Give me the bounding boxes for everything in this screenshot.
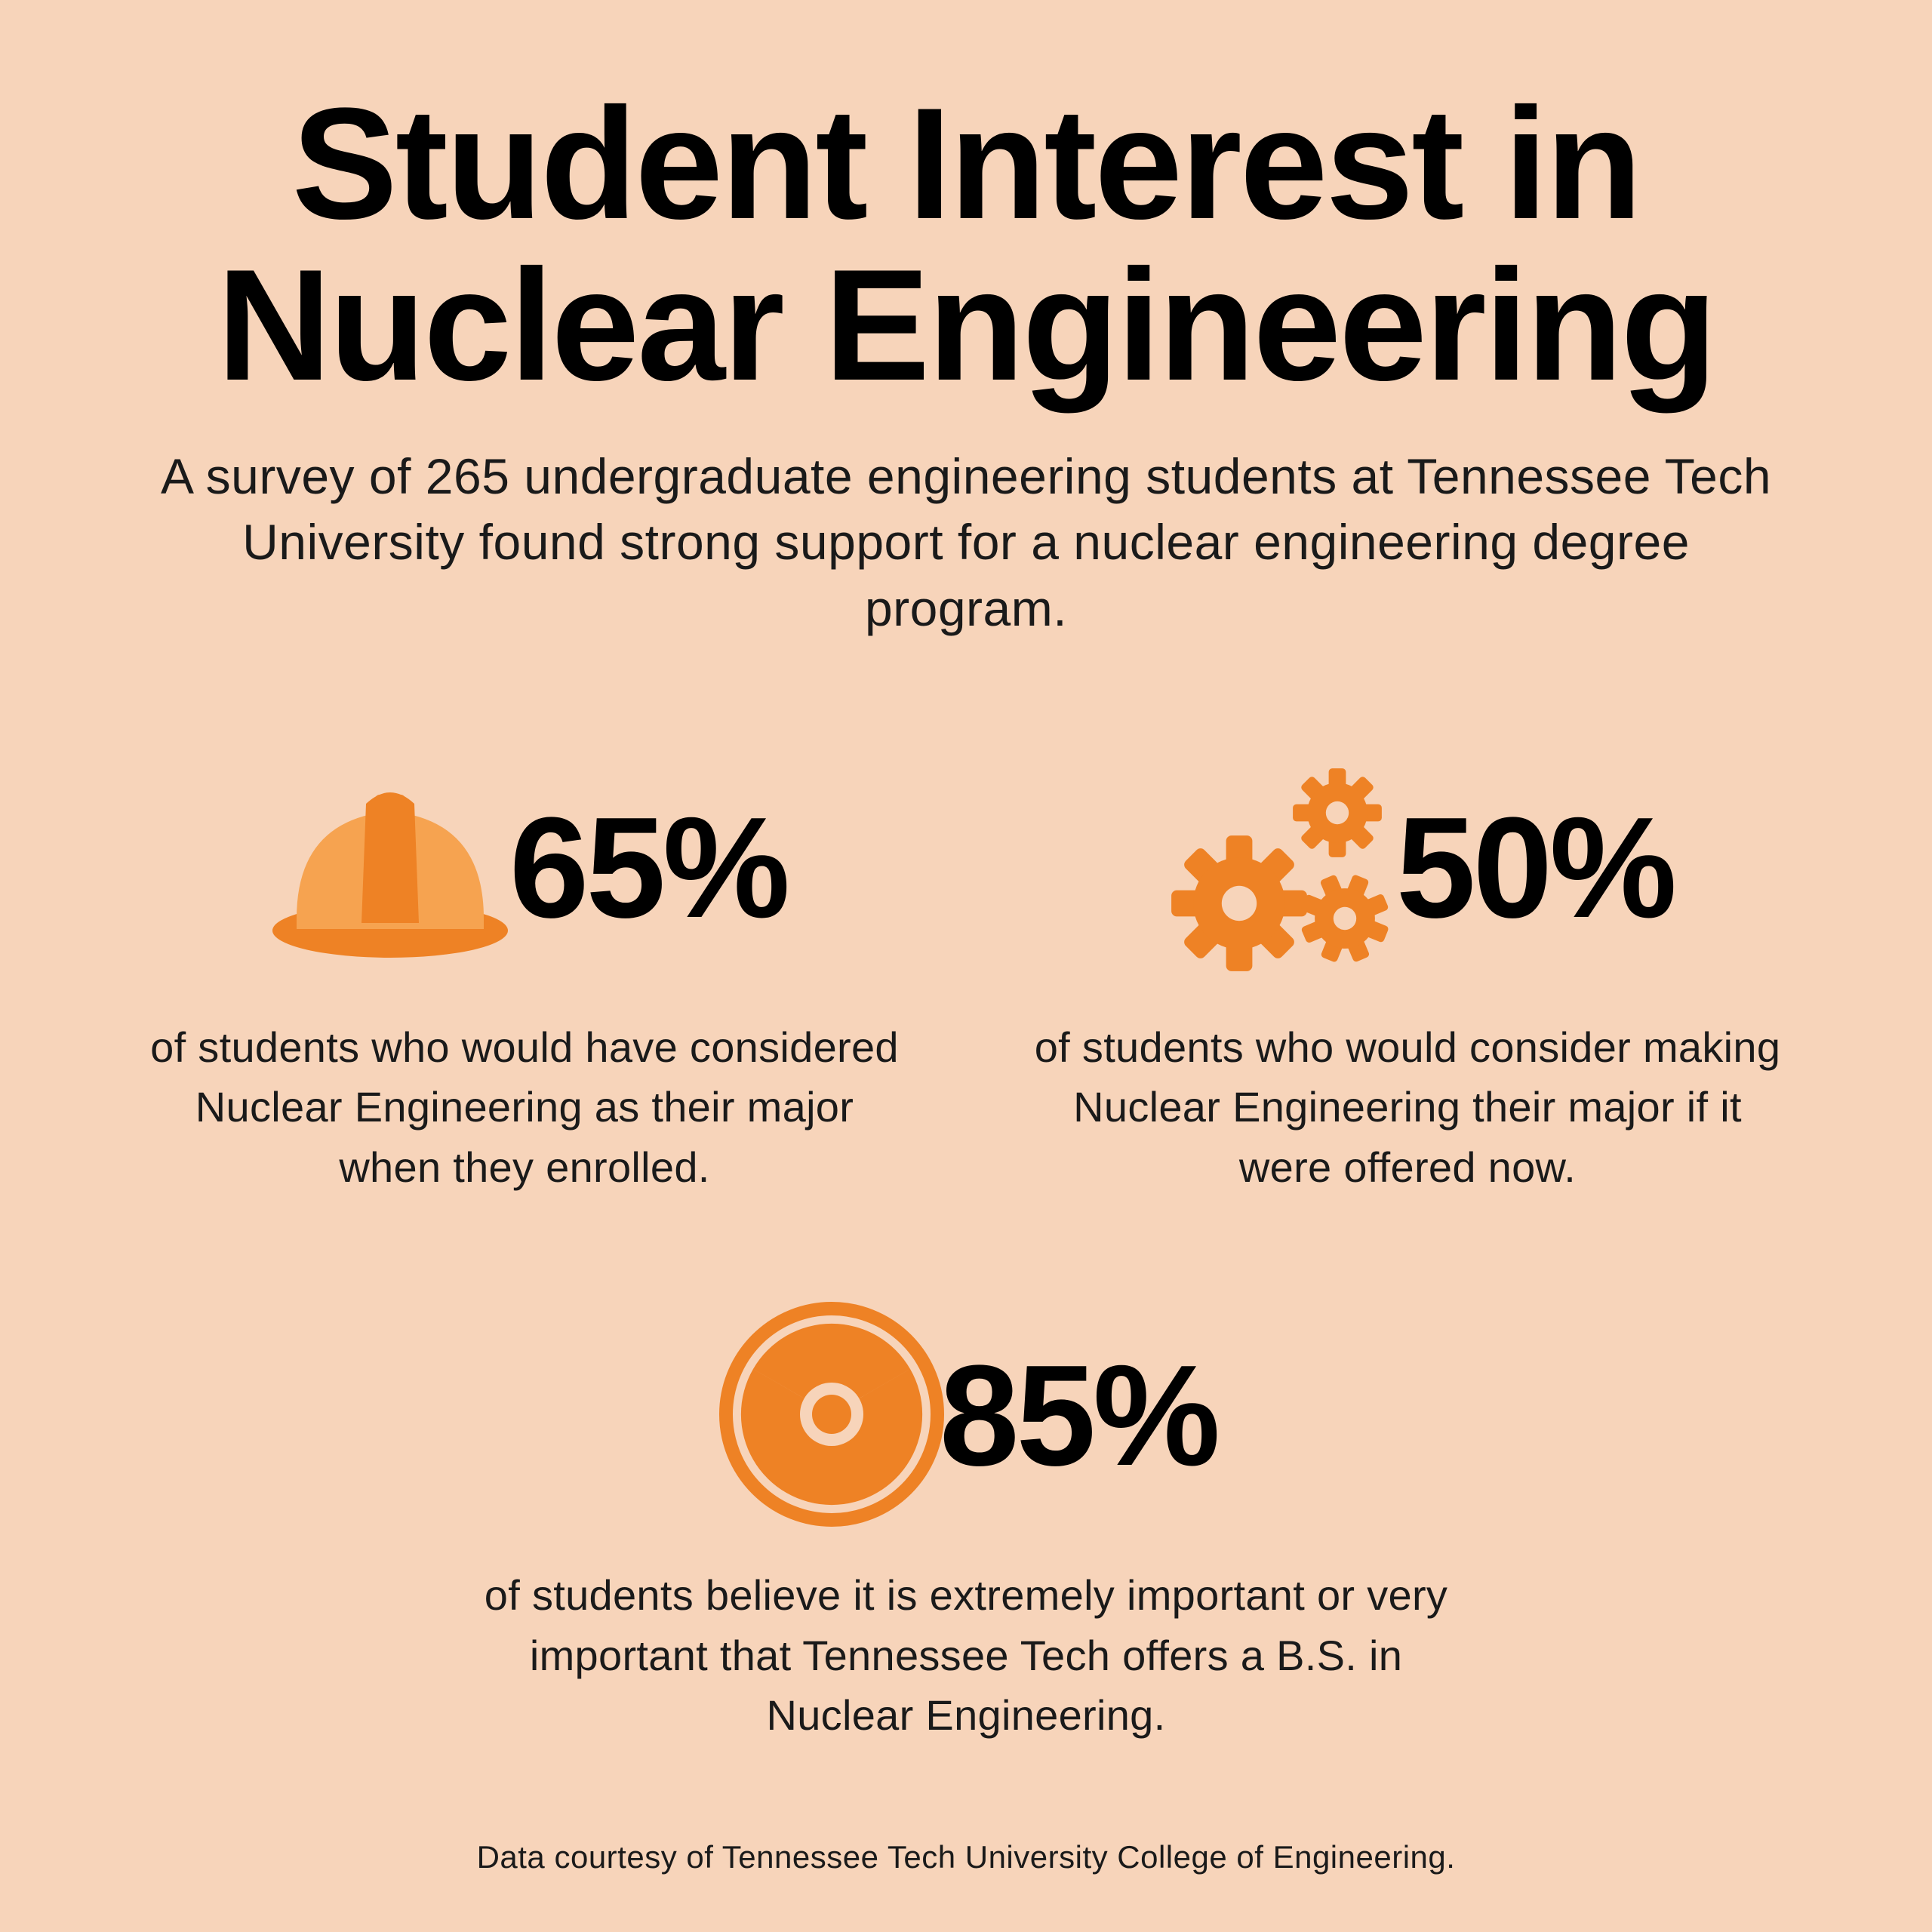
hardhat-icon	[262, 752, 518, 983]
stat-desc: of students believe it is extremely impo…	[475, 1565, 1457, 1746]
stat-pct: 50%	[1396, 786, 1674, 950]
stat-head: 65%	[262, 740, 787, 996]
stat-gears: 50% of students who would consider makin…	[996, 740, 1819, 1198]
infographic-page: Student Interest in Nuclear Engineering …	[0, 0, 1932, 1932]
page-subtitle: A survey of 265 undergraduate engineerin…	[136, 444, 1796, 641]
stat-pct: 85%	[940, 1334, 1217, 1498]
stat-radiation: 85% of students believe it is extremely …	[475, 1287, 1457, 1887]
stats-row-top: 65% of students who would have considere…	[113, 740, 1819, 1198]
title-line-2: Nuclear Engineering	[217, 236, 1715, 414]
stat-desc: of students who would have considered Nu…	[147, 1017, 902, 1198]
title-line-1: Student Interest in	[292, 75, 1640, 252]
stat-hardhat: 65% of students who would have considere…	[113, 740, 936, 1198]
stat-pct: 65%	[509, 786, 787, 950]
radiation-icon	[715, 1297, 949, 1535]
data-credit: Data courtesy of Tennessee Tech Universi…	[0, 1839, 1932, 1875]
stat-head: 50%	[1141, 740, 1674, 996]
stat-desc: of students who would consider making Nu…	[1030, 1017, 1785, 1198]
page-title: Student Interest in Nuclear Engineering	[217, 83, 1715, 406]
stat-head: 85%	[715, 1287, 1217, 1544]
gears-icon	[1141, 745, 1405, 990]
